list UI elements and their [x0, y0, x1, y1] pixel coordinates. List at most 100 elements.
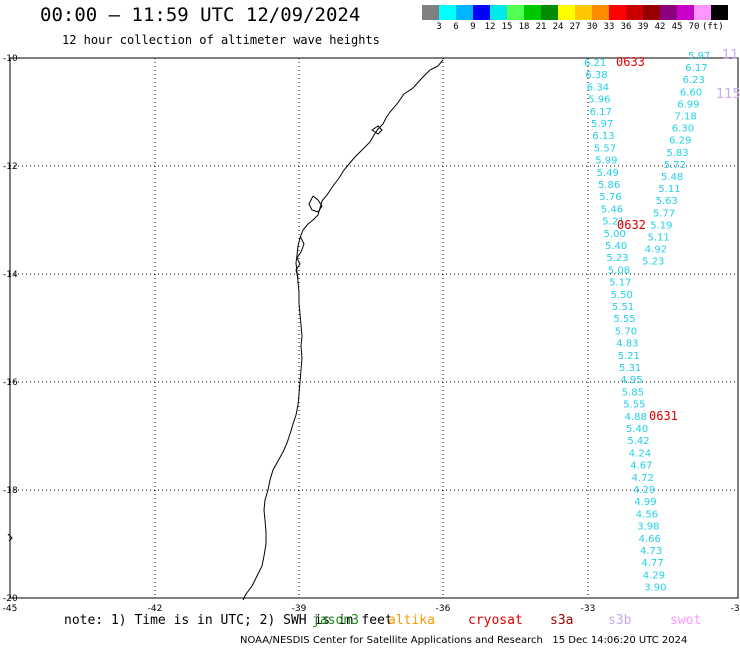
scale-swatch	[609, 5, 626, 20]
wave-height-value: 6.17	[590, 107, 612, 118]
satellite-cryosat: cryosat	[468, 613, 523, 628]
wave-height-value: 4.99	[634, 497, 656, 508]
wave-height-value: 5.77	[653, 208, 675, 219]
wave-height-value: 4.66	[639, 534, 661, 545]
wave-height-value: 4.56	[636, 509, 658, 520]
wave-height-value: 4.24	[629, 448, 651, 459]
wave-height-value: 6.34	[587, 82, 609, 93]
wave-height-value: 4.29	[643, 570, 665, 581]
scale-label: 9	[470, 22, 476, 32]
wave-height-value: 3.90	[644, 583, 666, 594]
wave-height-value: 5.11	[658, 184, 680, 195]
scale-swatch	[592, 5, 609, 20]
scale-label: 6	[453, 22, 459, 32]
scale-label: 21	[535, 22, 547, 32]
lat-tick-label: -12	[3, 162, 18, 172]
map-subtitle: 12 hour collection of altimeter wave hei…	[62, 33, 380, 47]
wave-height-value: 5.11	[648, 233, 670, 244]
footer-credit: NOAA/NESDIS Center for Satellite Applica…	[240, 635, 688, 646]
scale-swatch	[711, 5, 728, 20]
scale-label: 45	[671, 22, 683, 32]
wave-height-value: 5.08	[608, 265, 630, 276]
scale-label: 12	[484, 22, 496, 32]
wave-height-value: 5.17	[609, 278, 631, 289]
scale-swatch	[626, 5, 643, 20]
wave-height-value: 6.30	[672, 124, 694, 135]
scale-label: 33	[603, 22, 615, 32]
wave-height-value: 11	[722, 48, 739, 63]
scale-label: 3	[436, 22, 442, 32]
satellite-s3b: s3b	[608, 613, 632, 628]
scale-swatch	[473, 5, 490, 20]
pass-time-label: 0631	[649, 409, 678, 423]
wave-height-value: 5.97	[688, 51, 710, 62]
wave-height-value: 5.55	[613, 314, 635, 325]
lat-tick-label: -14	[3, 270, 18, 280]
coastline-bay	[295, 195, 323, 279]
axis-labels: -10 -12 -14 -16 -18 -20-45 -42 -39 -36 -33 -30	[3, 54, 740, 614]
wave-height-value: 5.21	[602, 217, 624, 228]
wave-height-value: 4.92	[645, 245, 667, 256]
pass-time-label: 0633	[616, 55, 645, 69]
wave-height-value: 5.76	[599, 192, 621, 203]
wave-height-value: 6.60	[680, 87, 702, 98]
lon-tick-label: -33	[581, 604, 596, 614]
wave-height-value: 115	[716, 87, 740, 102]
scale-label: 30	[586, 22, 598, 32]
satellite-jason3: jason3	[312, 613, 359, 628]
scale-swatch	[677, 5, 694, 20]
pass-time-labels: 0633 0632 0631	[616, 55, 678, 423]
wave-height-value: 4.77	[641, 558, 663, 569]
wave-height-value: 7.18	[675, 112, 697, 123]
scale-swatch	[439, 5, 456, 20]
wave-height-value: 5.42	[627, 436, 649, 447]
wave-height-value: 5.21	[618, 351, 640, 362]
map-grid	[9, 57, 739, 599]
scale-swatch	[541, 5, 558, 20]
scale-label: 39	[637, 22, 649, 32]
scale-label: 27	[569, 22, 581, 32]
wave-height-value: 6.38	[585, 70, 607, 81]
lat-tick-label: -10	[3, 54, 18, 64]
satellite-altika: altika	[388, 613, 435, 628]
wave-height-value: 4.72	[632, 473, 654, 484]
wave-height-value: 5.40	[626, 424, 648, 435]
scale-swatch	[575, 5, 592, 20]
wave-height-value: 5.83	[666, 148, 688, 159]
lon-tick-label: -45	[3, 604, 18, 614]
wave-height-value: 6.21	[584, 58, 606, 69]
lon-tick-label: -30	[731, 604, 740, 614]
map-frame	[9, 57, 739, 599]
scale-swatch	[490, 5, 507, 20]
wave-height-value: 5.46	[601, 204, 623, 215]
wave-height-value: 4.95	[620, 375, 642, 386]
wave-height-value: 5.70	[615, 326, 637, 337]
wave-height-value: 5.49	[597, 168, 619, 179]
wave-height-value: 6.99	[677, 99, 699, 110]
wave-height-value: 4.29	[633, 485, 655, 496]
wave-height-value: 5.72	[664, 160, 686, 171]
wave-height-value: 5.63	[656, 196, 678, 207]
coastline	[242, 59, 444, 601]
note-text: note: 1) Time is in UTC; 2) SWH is in fe…	[64, 613, 393, 628]
wave-height-value: 6.23	[683, 75, 705, 86]
scale-swatch	[507, 5, 524, 20]
scale-label: 15	[501, 22, 513, 32]
wave-height-value: 6.29	[669, 136, 691, 147]
scale-label: 24	[552, 22, 564, 32]
wave-height-value: 5.96	[588, 95, 610, 106]
lon-tick-label: -36	[436, 604, 451, 614]
track-a-values: 6.216.386.34 5.966.175.976.135.57 5.995.49…	[584, 58, 666, 594]
wave-height-value: 5.19	[650, 220, 672, 231]
wave-height-value: 4.83	[616, 339, 638, 350]
satellite-s3a: s3a	[550, 613, 574, 628]
map-title: 00:00 – 11:59 UTC 12/09/2024	[40, 4, 361, 26]
wave-height-value: 5.31	[619, 363, 641, 374]
wave-height-value: 4.67	[630, 461, 652, 472]
wave-height-value: 5.00	[604, 229, 626, 240]
wave-height-value: 5.50	[611, 290, 633, 301]
scale-swatch	[660, 5, 677, 20]
track-c-values: 11 115	[716, 48, 740, 102]
wave-height-value: 4.73	[640, 546, 662, 557]
